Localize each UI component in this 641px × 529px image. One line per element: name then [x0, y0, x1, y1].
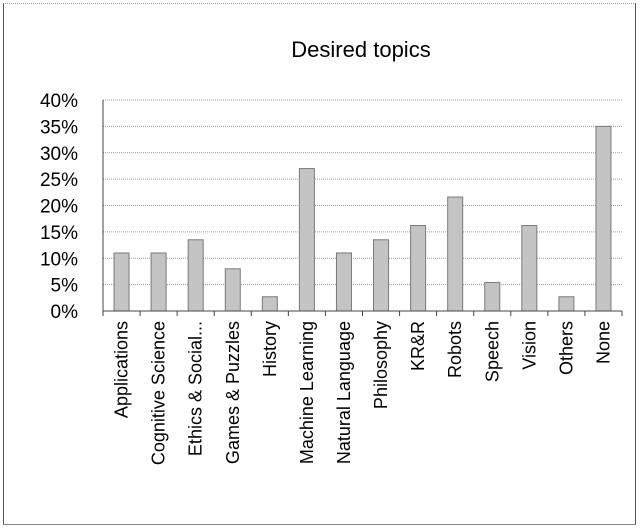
- bars: [113, 125, 612, 312]
- y-axis-tick-labels: 0% 5% 10% 15% 20% 25% 30% 35% 40%: [40, 91, 78, 323]
- y-tick-label: 35%: [40, 117, 78, 138]
- x-tick-label: Ethics & Social...: [186, 321, 206, 456]
- x-tick-label: Philosophy: [371, 321, 391, 409]
- y-tick-label: 25%: [40, 170, 78, 191]
- x-tick-label: History: [260, 321, 280, 377]
- y-tick-label: 30%: [40, 144, 78, 165]
- x-tick-label: Vision: [519, 321, 539, 370]
- x-tick-label: None: [593, 321, 613, 364]
- bar: [595, 125, 612, 312]
- x-tick-label: Natural Language: [334, 321, 354, 464]
- bar: [261, 296, 278, 312]
- x-tick-label: KR&R: [408, 321, 428, 371]
- x-tick-label: Applications: [112, 321, 132, 418]
- y-tick-label: 40%: [40, 91, 78, 112]
- x-tick-label: Others: [556, 321, 576, 375]
- x-tick-label: Speech: [482, 321, 502, 382]
- bar: [447, 196, 464, 312]
- bar: [410, 225, 427, 312]
- y-tick-label: 20%: [40, 197, 78, 218]
- x-tick-label: Robots: [445, 321, 465, 378]
- bar: [187, 239, 204, 312]
- y-tick-label: 0%: [51, 302, 79, 323]
- x-tick-label: Machine Learning: [297, 321, 317, 464]
- bar: [521, 225, 538, 312]
- x-axis-tick-labels: Applications Cognitive Science Ethics & So…: [112, 321, 614, 465]
- x-tick-label: Games & Puzzles: [223, 321, 243, 464]
- bar: [484, 282, 501, 312]
- chart-frame: [3, 3, 636, 525]
- bar: [558, 296, 575, 312]
- axes: [102, 100, 623, 316]
- x-tick-label: Cognitive Science: [149, 321, 169, 465]
- y-tick-label: 5%: [51, 276, 79, 297]
- bar: [224, 268, 241, 312]
- y-tick-label: 15%: [40, 223, 78, 244]
- bar: [335, 252, 352, 312]
- chart-title: Desired topics: [291, 37, 430, 62]
- bar: [150, 252, 167, 312]
- bar: [298, 168, 315, 312]
- y-tick-label: 10%: [40, 249, 78, 270]
- bar: [373, 239, 390, 312]
- gridlines: [103, 99, 622, 286]
- bar: [113, 252, 130, 312]
